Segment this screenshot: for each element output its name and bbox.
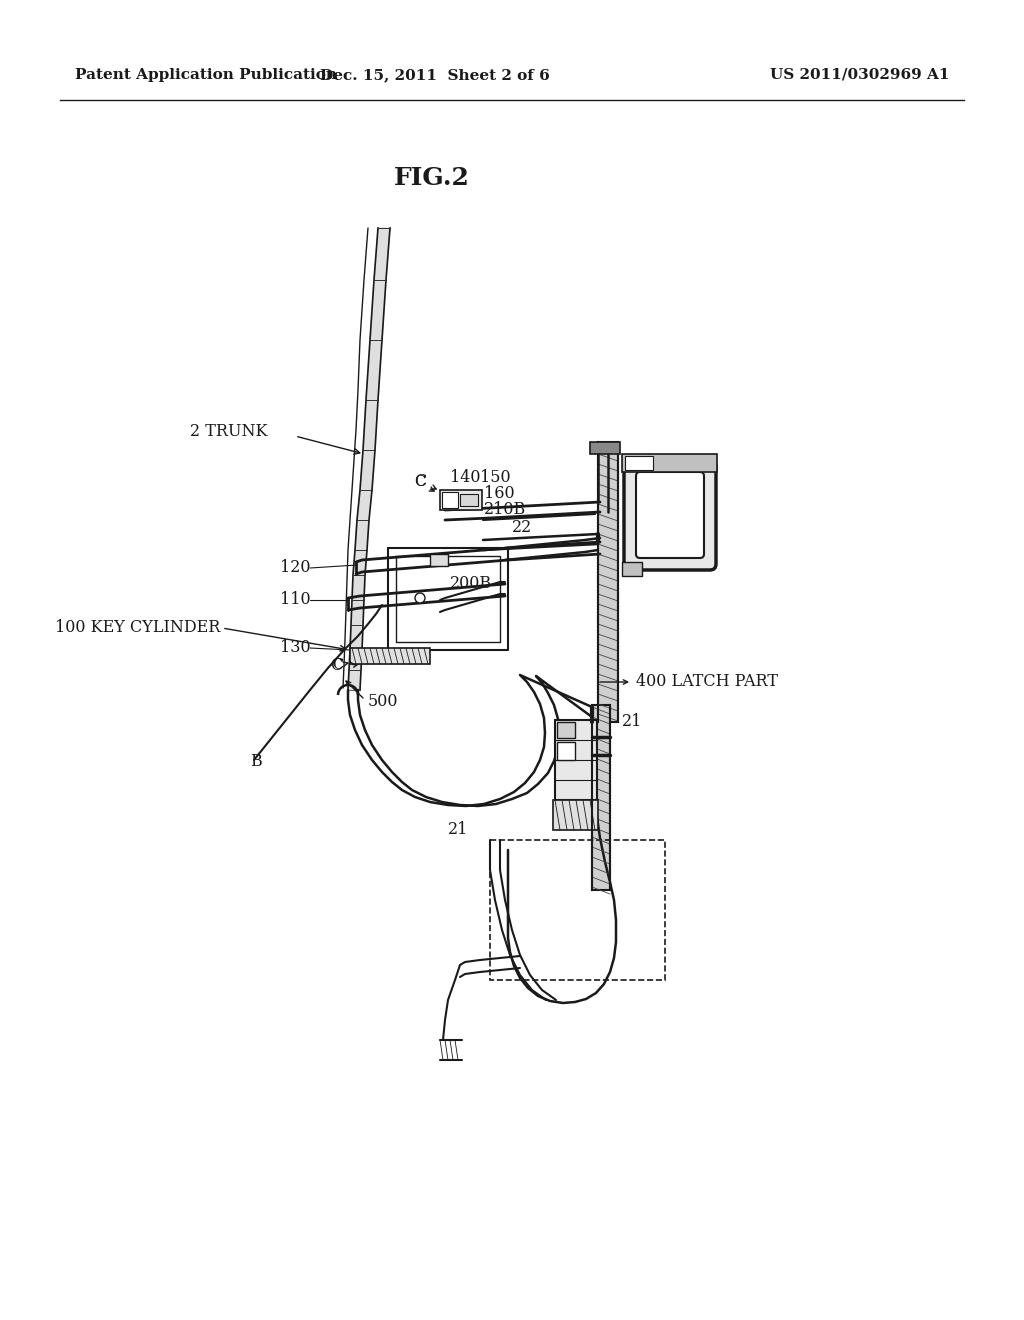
Text: Dec. 15, 2011  Sheet 2 of 6: Dec. 15, 2011 Sheet 2 of 6 [321,69,550,82]
Text: 22: 22 [512,520,532,536]
Bar [553,800,598,830]
Bar [442,492,458,508]
Bar [590,442,620,454]
Bar [460,494,478,506]
Text: 140: 140 [450,469,480,486]
FancyBboxPatch shape [624,459,716,570]
Bar [625,455,653,470]
Bar [592,705,610,890]
Text: 2 TRUNK: 2 TRUNK [190,424,268,441]
Text: 160: 160 [484,486,515,503]
Bar [557,742,575,760]
Text: US 2011/0302969 A1: US 2011/0302969 A1 [770,69,950,82]
Polygon shape [348,228,390,690]
Text: C: C [330,656,342,673]
Bar [350,648,430,664]
Bar [490,840,665,979]
Bar [557,722,575,738]
Text: 200B: 200B [450,576,493,593]
Text: 110: 110 [280,591,310,609]
Text: FIG.2: FIG.2 [394,166,470,190]
Text: C: C [415,475,426,488]
Text: 21: 21 [449,821,468,838]
Bar [598,442,618,722]
Text: 150: 150 [480,469,511,486]
Text: 500: 500 [368,693,398,710]
Bar [622,562,642,576]
Text: 130: 130 [280,639,310,656]
Text: C: C [414,474,426,491]
Bar [440,490,482,510]
Text: Patent Application Publication: Patent Application Publication [75,69,337,82]
Bar [622,454,717,473]
Text: 210B: 210B [484,502,526,519]
Text: 400 LATCH PART: 400 LATCH PART [636,673,778,690]
Text: 120: 120 [280,560,310,577]
Text: 21: 21 [622,714,642,730]
Text: 100 KEY CYLINDER: 100 KEY CYLINDER [54,619,220,636]
FancyBboxPatch shape [636,473,705,558]
Bar [430,554,449,566]
Text: B: B [250,754,262,771]
Circle shape [415,593,425,603]
Text: C: C [333,657,344,672]
Bar [555,719,597,800]
